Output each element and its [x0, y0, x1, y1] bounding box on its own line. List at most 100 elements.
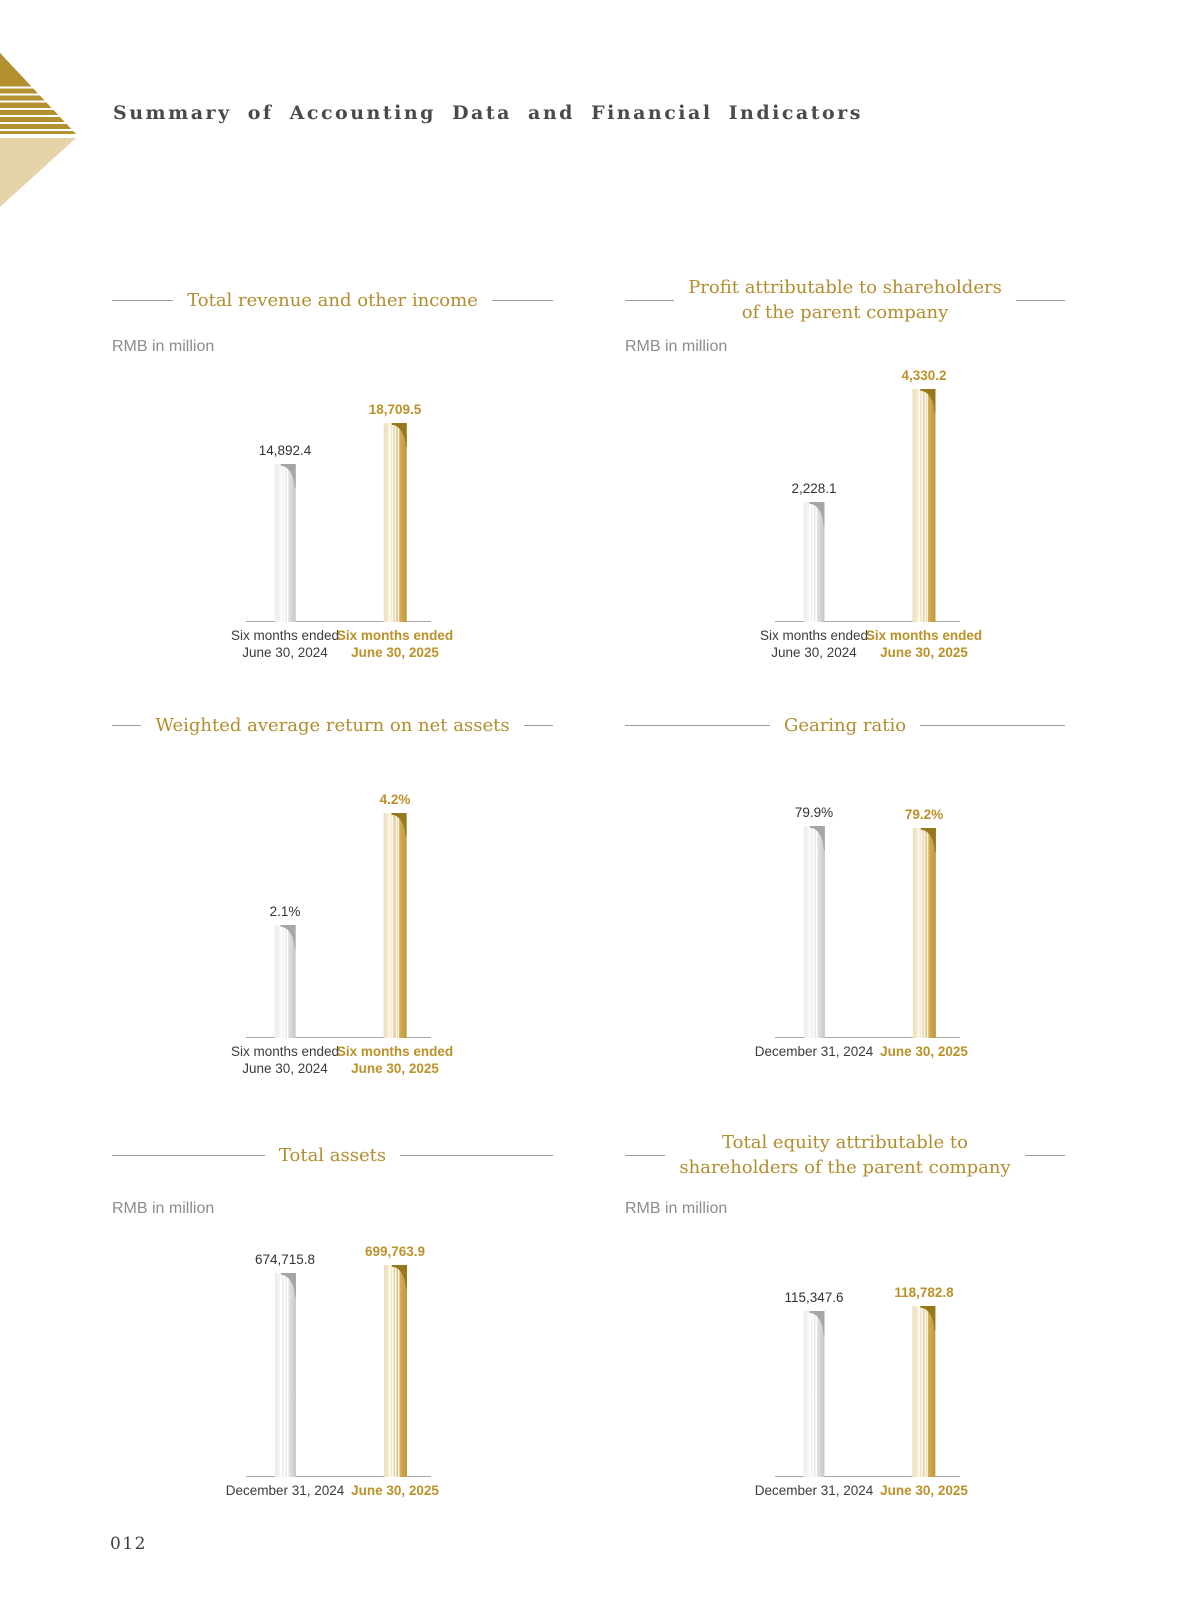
chart-title: Profit attributable to shareholders of th…: [674, 275, 1016, 325]
plot-area: 674,715.8 699,763.9: [112, 1125, 553, 1477]
value-label-prior: 79.9%: [794, 805, 834, 820]
chart-title-block: Total equity attributable to shareholders…: [625, 1125, 1066, 1185]
x-label-line: Six months ended: [230, 628, 340, 643]
bar-current: [912, 389, 936, 622]
chart-gearing-ratio: Gearing ratio 79.9% 79.2% December 31, 2024…: [625, 695, 1065, 1118]
x-label-line: December 31, 2024: [225, 1483, 345, 1498]
bar-group-current: 79.2%: [905, 807, 943, 1038]
chart-title-line: Total revenue and other income: [187, 289, 478, 311]
bar-group-current: 4.2%: [379, 792, 411, 1038]
value-label-current: 4,330.2: [901, 368, 947, 383]
bar-prior: [274, 464, 296, 622]
chart-title: Total revenue and other income: [173, 288, 492, 313]
chart-title-block: Total assets: [112, 1125, 553, 1185]
axis-baseline: [775, 1037, 960, 1038]
unit-label: RMB in million: [112, 1200, 215, 1217]
unit-label: RMB in million: [625, 338, 728, 355]
x-label-current: Six months ended June 30, 2025: [829, 627, 1019, 661]
bar-prior: [274, 1273, 296, 1477]
bar-current: [912, 1306, 936, 1477]
chart-title-line: shareholders of the parent company: [679, 1157, 1011, 1178]
chart-title-block: Profit attributable to shareholders of th…: [625, 270, 1065, 330]
value-label-current: 118,782.8: [894, 1285, 954, 1300]
bar-current: [383, 1265, 407, 1477]
x-label-line: Six months ended: [230, 1044, 340, 1059]
page-number: 012: [110, 1534, 147, 1554]
value-label-prior: 2,228.1: [791, 481, 837, 496]
bar-current: [912, 828, 936, 1038]
corner-triangle-striped-icon: [0, 53, 76, 134]
chart-title-line: of the parent company: [741, 302, 949, 323]
value-label-current: 699,763.9: [364, 1244, 426, 1259]
unit-label: RMB in million: [625, 1200, 728, 1217]
bar-group-current: 118,782.8: [894, 1285, 954, 1477]
x-label-line: June 30, 2025: [351, 1483, 439, 1498]
chart-title-line: Profit attributable to shareholders: [688, 277, 1002, 298]
x-label-current: Six months ended June 30, 2025: [300, 627, 490, 661]
chart-return-on-net-assets: Weighted average return on net assets 2.1…: [112, 695, 553, 1118]
bar-group-prior: 79.9%: [795, 805, 833, 1038]
chart-title-line: Gearing ratio: [783, 714, 907, 736]
page-title: Summary of Accounting Data and Financial…: [113, 101, 863, 124]
x-label-line: December 31, 2024: [754, 1483, 874, 1498]
title-rule-left: [112, 724, 142, 726]
x-label-line: December 31, 2024: [754, 1044, 874, 1059]
chart-profit-attributable: Profit attributable to shareholders of th…: [625, 270, 1065, 702]
chart-title: Weighted average return on net assets: [141, 713, 523, 738]
bar-group-current: 18,709.5: [368, 402, 422, 622]
bar-group-current: 4,330.2: [901, 368, 947, 622]
x-label-prior: December 31, 2024: [719, 1482, 909, 1499]
chart-total-assets: Total assets RMB in million 674,715.8 699,7…: [112, 1125, 553, 1557]
chart-title-block: Weighted average return on net assets: [112, 695, 553, 755]
bar-prior: [803, 826, 825, 1038]
value-label-prior: 115,347.6: [784, 1290, 844, 1305]
bar-prior: [803, 502, 825, 622]
plot-area: 2,228.1 4,330.2: [625, 270, 1065, 622]
x-label-prior: Six months ended June 30, 2024: [190, 627, 380, 661]
x-label-prior: December 31, 2024: [719, 1043, 909, 1060]
corner-triangle-solid-icon: [0, 138, 76, 207]
axis-baseline: [246, 1476, 431, 1477]
x-label-prior: Six months ended June 30, 2024: [719, 627, 909, 661]
x-label-line: June 30, 2024: [242, 645, 328, 660]
x-label-line: June 30, 2025: [351, 1061, 439, 1076]
chart-title: Total assets: [265, 1143, 400, 1168]
title-rule-right: [1024, 1154, 1066, 1156]
x-label-line: Six months ended: [336, 628, 454, 643]
axis-baseline: [246, 621, 431, 622]
bar-current: [383, 423, 407, 622]
x-label-line: June 30, 2025: [351, 645, 439, 660]
title-rule-left: [625, 299, 675, 301]
title-rule-right: [1015, 299, 1065, 301]
x-label-current: June 30, 2025: [829, 1043, 1019, 1060]
value-label-current: 79.2%: [904, 807, 944, 822]
x-label-line: June 30, 2025: [880, 1044, 968, 1059]
chart-title: Total equity attributable to shareholders…: [665, 1130, 1024, 1180]
value-label-prior: 674,715.8: [254, 1252, 316, 1267]
title-rule-left: [112, 299, 174, 301]
x-label-current: June 30, 2025: [829, 1482, 1019, 1499]
unit-label: RMB in million: [112, 338, 215, 355]
chart-title-line: Weighted average return on net assets: [155, 714, 510, 736]
axis-baseline: [775, 1476, 960, 1477]
chart-title-line: Total equity attributable to: [722, 1132, 968, 1153]
chart-title-block: Total revenue and other income: [112, 270, 554, 330]
axis-baseline: [775, 621, 960, 622]
chart-title-line: Total assets: [278, 1144, 387, 1166]
bar-group-prior: 14,892.4: [259, 443, 311, 622]
x-label-prior: December 31, 2024: [190, 1482, 380, 1499]
chart-title-block: Gearing ratio: [625, 695, 1065, 755]
x-label-line: June 30, 2025: [880, 1483, 968, 1498]
chart-total-equity: Total equity attributable to shareholders…: [625, 1125, 1066, 1557]
title-rule-right: [400, 1154, 553, 1156]
plot-area: 14,892.4 18,709.5: [112, 270, 553, 622]
value-label-current: 4.2%: [379, 792, 411, 807]
bar-group-prior: 2.1%: [270, 904, 300, 1038]
x-label-line: June 30, 2024: [242, 1061, 328, 1076]
value-label-current: 18,709.5: [368, 402, 422, 417]
title-rule-left: [625, 724, 770, 726]
bar-current: [383, 813, 407, 1038]
bar-prior: [274, 925, 296, 1038]
x-label-line: June 30, 2024: [771, 645, 857, 660]
